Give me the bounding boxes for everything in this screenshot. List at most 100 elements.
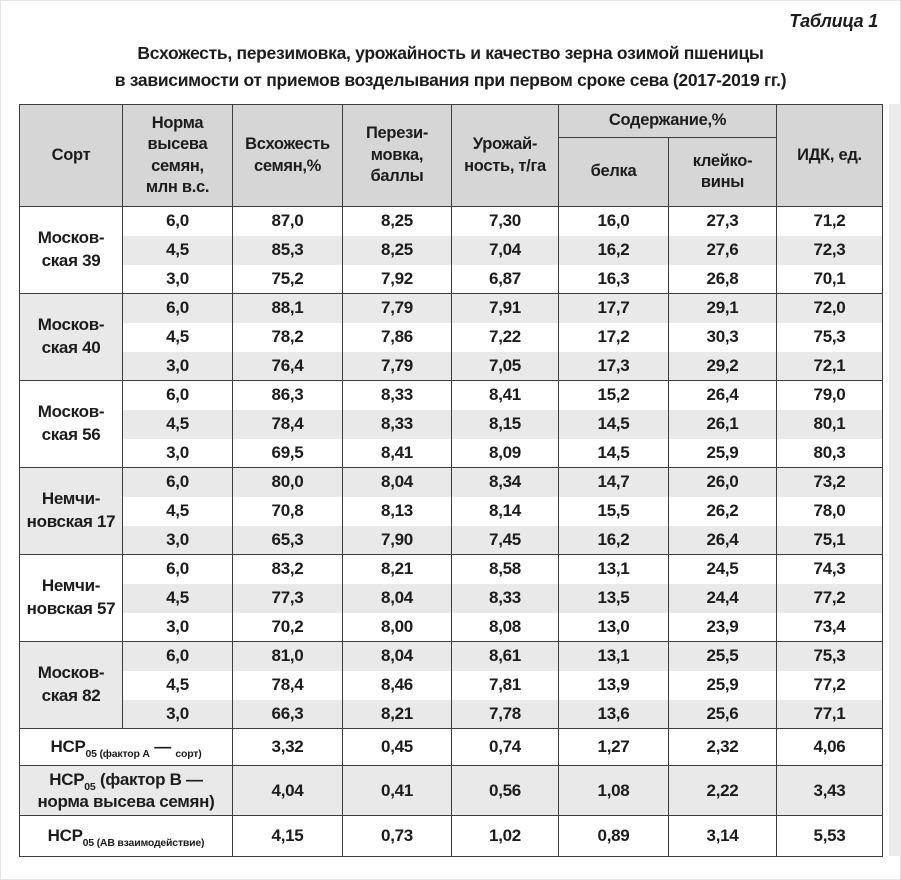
value-cell: 69,5 xyxy=(232,438,343,468)
value-cell: 8,33 xyxy=(342,380,452,410)
value-cell: 86,3 xyxy=(232,380,343,410)
table-row: Немчи- новская 57 6,0 83,2 8,21 8,58 13,1 24,5… xyxy=(19,554,883,642)
value-cell: 77,1 xyxy=(776,699,883,729)
header-idk: ИДК, ед. xyxy=(776,104,883,207)
hcp-value-cell: 3,32 xyxy=(232,728,343,766)
value-cell: 26,4 xyxy=(668,525,777,555)
value-cell: 7,22 xyxy=(451,322,559,352)
value-cell: 3,0 xyxy=(122,351,233,381)
hcp-value-cell: 0,56 xyxy=(451,765,559,816)
value-cell: 83,2 xyxy=(232,554,343,584)
table-row: 3,0 65,3 7,90 7,45 16,2 26,4 75,1 xyxy=(20,525,883,555)
value-cell: 8,04 xyxy=(342,641,452,671)
table-row: 3,0 66,3 8,21 7,78 13,6 25,6 77,1 xyxy=(20,699,883,729)
value-cell: 8,14 xyxy=(451,496,559,526)
value-cell: 23,9 xyxy=(668,612,777,642)
header-gluten: клейко- вины xyxy=(668,137,777,207)
value-cell: 4,5 xyxy=(122,409,233,439)
value-cell: 8,25 xyxy=(342,206,452,236)
value-cell: 85,3 xyxy=(232,235,343,265)
value-cell: 13,6 xyxy=(558,699,669,729)
value-cell: 6,0 xyxy=(122,293,233,323)
value-cell: 80,1 xyxy=(776,409,883,439)
table-row: 4,5 78,2 7,86 7,22 17,2 30,3 75,3 xyxy=(20,322,883,352)
value-cell: 14,5 xyxy=(558,438,669,468)
hcp-value-cell: 4,15 xyxy=(232,815,343,857)
value-cell: 8,21 xyxy=(342,699,452,729)
variety-cell: Москов- ская 40 xyxy=(19,293,123,381)
table-row: Немчи- новская 17 6,0 80,0 8,04 8,34 14,7 26,0… xyxy=(19,467,883,555)
value-cell: 6,0 xyxy=(122,554,233,584)
hcp-value-cell: 0,41 xyxy=(342,765,452,816)
value-cell: 16,3 xyxy=(558,264,669,294)
hcp-label-subscript: 05 (АВ взаимодействие) xyxy=(82,837,205,850)
table-row: 4,5 77,3 8,04 8,33 13,5 24,4 77,2 xyxy=(20,583,883,613)
value-cell: 8,46 xyxy=(342,670,452,700)
value-cell: 78,2 xyxy=(232,322,343,352)
header-overwintering: Перези- мовка, баллы xyxy=(342,104,452,207)
value-cell: 73,4 xyxy=(776,612,883,642)
hcp-value-cell: 1,27 xyxy=(558,728,669,766)
value-cell: 8,33 xyxy=(451,583,559,613)
header-protein: белка xyxy=(558,137,669,207)
variety-cell: Москов- ская 39 xyxy=(19,206,123,294)
table-title-line2: в зависимости от приемов возделывания пр… xyxy=(114,70,787,90)
value-cell: 3,0 xyxy=(122,699,233,729)
value-cell: 25,5 xyxy=(668,641,777,671)
table-title-line1: Всхожесть, перезимовка, урожайность и ка… xyxy=(137,43,764,63)
value-cell: 30,3 xyxy=(668,322,777,352)
value-cell: 8,34 xyxy=(451,467,559,497)
value-cell: 17,3 xyxy=(558,351,669,381)
value-cell: 7,91 xyxy=(451,293,559,323)
value-cell: 4,5 xyxy=(122,496,233,526)
value-cell: 4,5 xyxy=(122,583,233,613)
value-cell: 3,0 xyxy=(122,525,233,555)
value-cell: 15,2 xyxy=(558,380,669,410)
hcp-label-subscript: 05 (фактор А xyxy=(85,748,150,761)
value-cell: 7,79 xyxy=(342,293,452,323)
value-cell: 8,00 xyxy=(342,612,452,642)
variety-cell: Немчи- новская 17 xyxy=(19,467,123,555)
page-edge-strip xyxy=(889,104,900,856)
hcp-label-text: НСР xyxy=(49,770,85,790)
value-cell: 26,8 xyxy=(668,264,777,294)
table-row: 4,5 70,8 8,13 8,14 15,5 26,2 78,0 xyxy=(20,496,883,526)
value-cell: 16,0 xyxy=(558,206,669,236)
value-cell: 80,0 xyxy=(232,467,343,497)
value-cell: 6,87 xyxy=(451,264,559,294)
value-cell: 87,0 xyxy=(232,206,343,236)
value-cell: 7,04 xyxy=(451,235,559,265)
value-cell: 24,5 xyxy=(668,554,777,584)
value-cell: 8,08 xyxy=(451,612,559,642)
value-cell: 15,5 xyxy=(558,496,669,526)
hcp-value-cell: 2,32 xyxy=(668,728,777,766)
value-cell: 3,0 xyxy=(122,264,233,294)
value-cell: 70,1 xyxy=(776,264,883,294)
value-cell: 6,0 xyxy=(122,467,233,497)
value-cell: 7,45 xyxy=(451,525,559,555)
header-yield: Урожай- ность, т/га xyxy=(451,104,559,207)
header-seeding-rate: Норма высева семян, млн в.с. xyxy=(122,104,233,207)
value-cell: 25,6 xyxy=(668,699,777,729)
value-cell: 7,81 xyxy=(451,670,559,700)
hcp-label-text: НСР xyxy=(50,737,86,757)
value-cell: 65,3 xyxy=(232,525,343,555)
value-cell: 8,04 xyxy=(342,583,452,613)
value-cell: 80,3 xyxy=(776,438,883,468)
value-cell: 26,2 xyxy=(668,496,777,526)
value-cell: 73,2 xyxy=(776,467,883,497)
value-cell: 78,4 xyxy=(232,409,343,439)
table-row: 3,0 76,4 7,79 7,05 17,3 29,2 72,1 xyxy=(20,351,883,381)
value-cell: 7,05 xyxy=(451,351,559,381)
header-germination: Всхожесть семян,% xyxy=(232,104,343,207)
value-cell: 27,3 xyxy=(668,206,777,236)
value-cell: 6,0 xyxy=(122,206,233,236)
value-cell: 13,5 xyxy=(558,583,669,613)
hcp-row: НСР05 (фактор А — сорт) 3,32 0,45 0,74 1,27 2… xyxy=(19,728,883,766)
variety-cell: Москов- ская 56 xyxy=(19,380,123,468)
value-cell: 26,4 xyxy=(668,380,777,410)
value-cell: 71,2 xyxy=(776,206,883,236)
value-cell: 16,2 xyxy=(558,525,669,555)
hcp-label-text: НСР xyxy=(47,826,83,846)
value-cell: 8,21 xyxy=(342,554,452,584)
